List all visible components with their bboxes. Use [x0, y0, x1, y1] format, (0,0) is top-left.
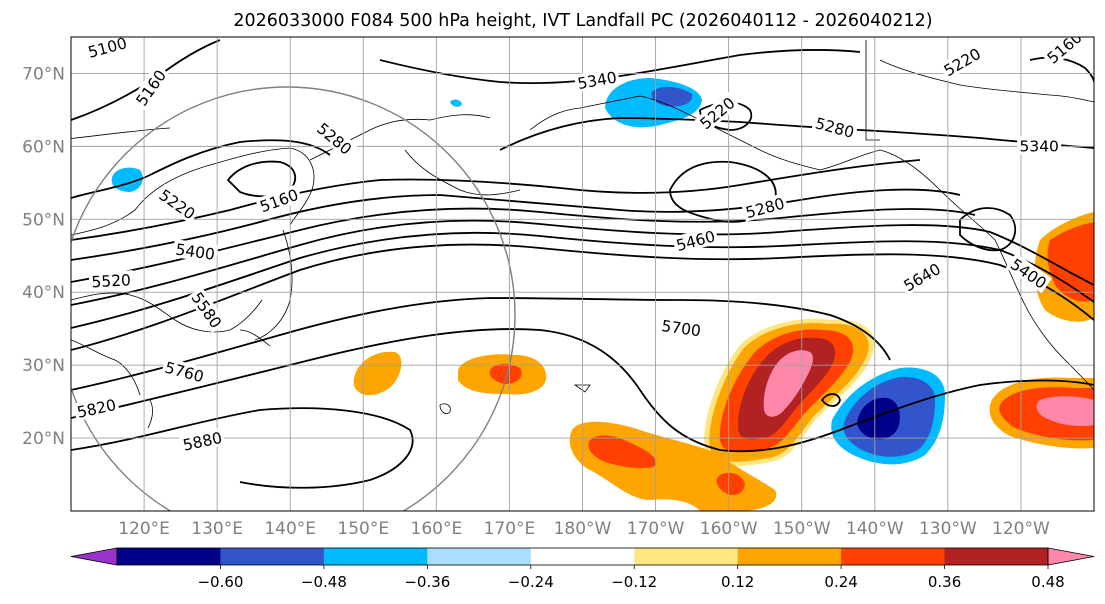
colorbar-segment — [530, 548, 635, 565]
contour-label: 5280 — [741, 193, 789, 222]
contour-label-bg — [573, 67, 621, 93]
lon-tick-label: 150°E — [337, 519, 389, 539]
map-title: 2026033000 F084 500 hPa height, IVT Land… — [233, 11, 932, 31]
contour-label-bg — [255, 184, 303, 217]
contour-label-bg — [312, 117, 358, 160]
lon-tick-label: 120°E — [118, 519, 170, 539]
ivt-negative-anomaly-shading — [111, 78, 945, 465]
lat-tick-label: 50°N — [22, 210, 65, 230]
colorbar-segment — [737, 548, 842, 565]
contour-label-bg — [898, 257, 946, 296]
colorbar-tick-label: 0.12 — [721, 573, 754, 591]
contour-label: 5700 — [658, 315, 705, 340]
colorbar-extend-max — [1047, 547, 1095, 566]
lon-tick-label: 140°W — [846, 519, 904, 539]
contour-label-text: 5400 — [174, 240, 216, 263]
lon-tick-label: 150°W — [773, 519, 831, 539]
height-contours — [71, 39, 1094, 489]
colorbar-segment — [117, 548, 221, 565]
contour-label-text: 5520 — [91, 271, 131, 291]
contour-label-bg — [130, 64, 171, 111]
contour-label-bg — [172, 239, 219, 264]
lon-tick-label: 180°W — [554, 519, 612, 539]
contour-label-bg — [187, 286, 227, 334]
colorbar-segment — [323, 548, 428, 565]
colorbar-segment — [944, 548, 1049, 565]
colorbar-segment — [841, 548, 946, 565]
lon-tick-label: 170°W — [627, 519, 685, 539]
contour-label-bg — [154, 183, 201, 224]
colorbar-tick-label: 0.24 — [824, 573, 857, 591]
lon-tick-label: 160°E — [411, 519, 463, 539]
colorbar-tick-label: −0.12 — [611, 573, 657, 591]
coastlines — [71, 40, 1094, 429]
colorbar-tick-label: −0.60 — [197, 573, 243, 591]
contour-label-bg — [1005, 253, 1052, 294]
contour-label-bg — [811, 112, 859, 142]
landfall-radius-circle — [71, 86, 516, 511]
contour-label-bg — [658, 315, 705, 340]
lon-tick-label: 140°E — [264, 519, 316, 539]
contour-label-bg — [694, 91, 740, 134]
colorbar-tick-label: −0.24 — [508, 573, 554, 591]
lat-tick-label: 60°N — [22, 137, 65, 157]
contour-label-bg — [938, 42, 986, 81]
colorbar-tick-label: 0.36 — [928, 573, 961, 591]
lat-tick-label: 70°N — [22, 64, 65, 84]
contour-label-bg — [671, 225, 720, 255]
lat-tick-label: 30°N — [22, 356, 65, 376]
contour-label-bg — [88, 270, 134, 291]
contour-label-text: 5340 — [1019, 137, 1058, 155]
contour-label-bg — [1017, 136, 1062, 155]
lon-tick-label: 130°W — [919, 519, 977, 539]
map-frame — [70, 36, 1095, 512]
colorbar-extend-min — [70, 547, 118, 566]
lon-tick-label: 170°E — [484, 519, 536, 539]
colorbar-tick-label: −0.48 — [301, 573, 347, 591]
lat-tick-label: 40°N — [22, 283, 65, 303]
lon-tick-label: 120°W — [992, 519, 1050, 539]
colorbar-frame — [116, 547, 1049, 566]
contour-label-bg — [178, 427, 226, 455]
contour-label-bg — [741, 193, 789, 222]
colorbar-segment — [220, 548, 325, 565]
colorbar-segment — [634, 548, 739, 565]
colorbar-tick-label: 0.48 — [1031, 573, 1064, 591]
longitude-labels: 120°E 130°E 140°E 150°E 160°E 170°E 180°W 170°W… — [118, 519, 1050, 539]
contour-label-text: 5700 — [660, 317, 702, 340]
ivt-positive-anomaly-shading — [353, 212, 1094, 511]
lon-tick-label: 130°E — [191, 519, 243, 539]
latitude-labels: 20°N 30°N 40°N 50°N 60°N 70°N — [22, 64, 65, 449]
contour-label: 5340 — [1017, 136, 1062, 155]
colorbar-segment — [427, 548, 532, 565]
lon-tick-label: 160°W — [700, 519, 758, 539]
contour-label-bg — [72, 394, 120, 422]
colorbar-tick-label: −0.36 — [404, 573, 450, 591]
contour-label-bg — [160, 357, 209, 386]
colorbar: −0.60 −0.48 −0.36 −0.24 −0.12 0.12 0.24 0.36 0.4… — [70, 547, 1095, 591]
contour-label: 5520 — [88, 270, 134, 291]
contour-label-bg — [1041, 37, 1087, 69]
contour-label: 5400 — [172, 239, 219, 264]
lat-tick-label: 20°N — [22, 429, 65, 449]
contour-label-bg — [83, 37, 131, 62]
